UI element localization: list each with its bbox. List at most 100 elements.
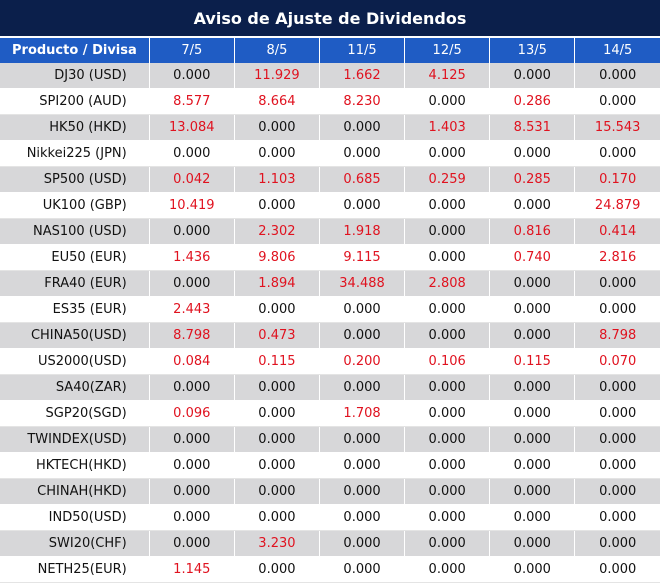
column-header-date: 8/5 [234, 38, 320, 63]
product-cell: SWI20(CHF) [0, 530, 150, 557]
product-cell: CHINA50(USD) [0, 322, 150, 349]
value-cell: 0.000 [489, 452, 576, 479]
value-cell: 0.000 [489, 478, 576, 505]
value-cell: 3.230 [234, 530, 320, 557]
value-cell: 0.000 [149, 63, 235, 89]
value-cell: 8.230 [319, 88, 406, 115]
value-cell: 0.000 [404, 530, 491, 557]
dividend-table: Producto / Divisa 7/5 8/5 11/5 12/5 13/5… [0, 38, 660, 583]
table-row: EU50 (EUR) 1.436 9.806 9.115 0.000 0.740 2.816 [0, 244, 660, 271]
value-cell: 0.000 [149, 270, 235, 297]
product-cell: HKTECH(HKD) [0, 452, 150, 479]
value-cell: 0.000 [489, 140, 576, 167]
value-cell: 0.000 [489, 63, 576, 89]
value-cell: 0.740 [489, 244, 576, 271]
value-cell: 9.806 [234, 244, 320, 271]
table-header: Producto / Divisa 7/5 8/5 11/5 12/5 13/5… [0, 38, 660, 63]
value-cell: 1.662 [319, 63, 406, 89]
value-cell: 0.000 [404, 426, 491, 453]
value-cell: 0.000 [404, 400, 491, 427]
table-body: DJ30 (USD) 0.000 11.929 1.662 4.125 0.000 0.00… [0, 63, 660, 583]
value-cell: 0.200 [319, 348, 406, 375]
value-cell: 0.000 [404, 322, 491, 349]
value-cell: 0.000 [489, 270, 576, 297]
value-cell: 0.000 [574, 140, 660, 167]
value-cell: 0.000 [404, 140, 491, 167]
value-cell: 0.259 [404, 166, 491, 193]
value-cell: 0.000 [489, 374, 576, 401]
value-cell: 0.000 [489, 322, 576, 349]
value-cell: 24.879 [574, 192, 660, 219]
table-row: IND50(USD) 0.000 0.000 0.000 0.000 0.000 0.000 [0, 504, 660, 531]
product-cell: FRA40 (EUR) [0, 270, 150, 297]
product-cell: UK100 (GBP) [0, 192, 150, 219]
value-cell: 0.000 [489, 400, 576, 427]
value-cell: 0.000 [319, 530, 406, 557]
column-header-date: 7/5 [149, 38, 235, 63]
value-cell: 0.000 [319, 426, 406, 453]
value-cell: 0.000 [149, 504, 235, 531]
value-cell: 0.000 [319, 140, 406, 167]
value-cell: 0.000 [234, 374, 320, 401]
value-cell: 0.000 [319, 478, 406, 505]
product-cell: SPI200 (AUD) [0, 88, 150, 115]
table-row: HK50 (HKD) 13.084 0.000 0.000 1.403 8.531 15.5… [0, 114, 660, 141]
value-cell: 0.000 [574, 400, 660, 427]
value-cell: 0.000 [404, 452, 491, 479]
value-cell: 0.000 [319, 192, 406, 219]
product-cell: NAS100 (USD) [0, 218, 150, 245]
value-cell: 0.000 [149, 426, 235, 453]
product-cell: TWINDEX(USD) [0, 426, 150, 453]
value-cell: 0.000 [574, 296, 660, 323]
table-row: NAS100 (USD) 0.000 2.302 1.918 0.000 0.816 0.4… [0, 218, 660, 245]
value-cell: 0.000 [489, 530, 576, 557]
value-cell: 0.286 [489, 88, 576, 115]
value-cell: 0.000 [149, 530, 235, 557]
table-row: US2000(USD) 0.084 0.115 0.200 0.106 0.115 0.07… [0, 348, 660, 375]
table-row: DJ30 (USD) 0.000 11.929 1.662 4.125 0.000 0.00… [0, 63, 660, 89]
product-cell: CHINAH(HKD) [0, 478, 150, 505]
value-cell: 0.000 [234, 478, 320, 505]
value-cell: 0.000 [149, 140, 235, 167]
value-cell: 0.000 [574, 270, 660, 297]
value-cell: 0.084 [149, 348, 235, 375]
value-cell: 0.000 [404, 192, 491, 219]
value-cell: 0.000 [149, 374, 235, 401]
table-row: FRA40 (EUR) 0.000 1.894 34.488 2.808 0.000 0.0… [0, 270, 660, 297]
table-row: SGP20(SGD) 0.096 0.000 1.708 0.000 0.000 0.000 [0, 400, 660, 427]
value-cell: 0.000 [489, 192, 576, 219]
table-row: SWI20(CHF) 0.000 3.230 0.000 0.000 0.000 0.000 [0, 530, 660, 557]
value-cell: 13.084 [149, 114, 235, 141]
value-cell: 0.000 [319, 322, 406, 349]
value-cell: 0.000 [489, 504, 576, 531]
value-cell: 0.816 [489, 218, 576, 245]
value-cell: 0.000 [234, 400, 320, 427]
table-row: SP500 (USD) 0.042 1.103 0.685 0.259 0.285 0.17… [0, 166, 660, 193]
product-cell: ES35 (EUR) [0, 296, 150, 323]
table-row: ES35 (EUR) 2.443 0.000 0.000 0.000 0.000 0.000 [0, 296, 660, 323]
value-cell: 1.103 [234, 166, 320, 193]
table-row: SA40(ZAR) 0.000 0.000 0.000 0.000 0.000 0.000 [0, 374, 660, 401]
value-cell: 0.000 [234, 452, 320, 479]
value-cell: 0.000 [574, 374, 660, 401]
value-cell: 0.070 [574, 348, 660, 375]
value-cell: 0.000 [149, 218, 235, 245]
value-cell: 9.115 [319, 244, 406, 271]
value-cell: 1.145 [149, 556, 235, 583]
value-cell: 0.000 [234, 192, 320, 219]
value-cell: 0.000 [404, 556, 491, 583]
column-header-date: 13/5 [489, 38, 576, 63]
product-cell: IND50(USD) [0, 504, 150, 531]
value-cell: 0.115 [234, 348, 320, 375]
value-cell: 0.000 [574, 88, 660, 115]
value-cell: 0.000 [404, 478, 491, 505]
value-cell: 0.000 [319, 556, 406, 583]
table-row: CHINAH(HKD) 0.000 0.000 0.000 0.000 0.000 0.00… [0, 478, 660, 505]
value-cell: 0.000 [574, 530, 660, 557]
product-cell: DJ30 (USD) [0, 63, 150, 89]
value-cell: 1.918 [319, 218, 406, 245]
value-cell: 8.577 [149, 88, 235, 115]
value-cell: 0.414 [574, 218, 660, 245]
value-cell: 0.000 [234, 140, 320, 167]
